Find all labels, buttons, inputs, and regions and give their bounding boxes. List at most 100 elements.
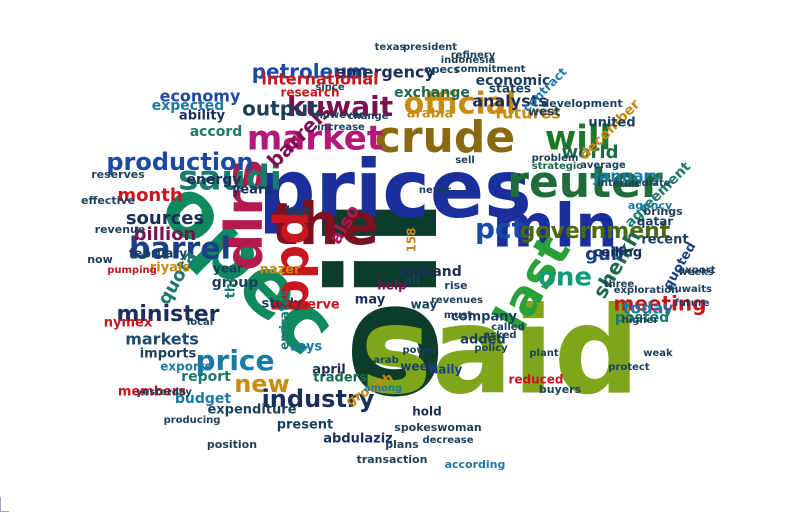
cloud-word-may: may — [355, 293, 386, 308]
cloud-word-they: they — [224, 265, 239, 298]
cloud-word-effective: effective — [81, 194, 135, 207]
cloud-word-higher: higher — [622, 315, 659, 326]
cloud-word-brings: brings — [643, 205, 683, 218]
cloud-word-research: research — [280, 86, 339, 100]
cloud-word-energy: energy — [186, 172, 241, 188]
cloud-word-sell: sell — [455, 155, 475, 166]
cloud-word-riyals: riyals — [150, 261, 191, 276]
cloud-word-policy: policy — [474, 343, 508, 354]
cloud-word-added: added — [460, 333, 506, 348]
cloud-word-producing: producing — [164, 415, 221, 426]
cloud-word-exploration: exploration — [614, 285, 679, 296]
cloud-word-spokeswoman: spokeswoman — [394, 421, 481, 434]
cloud-word-demand: demand — [398, 264, 462, 280]
cloud-word-billion: billion — [134, 224, 197, 245]
cloud-word-plant: plant — [529, 348, 558, 359]
cloud-word-power: power — [403, 345, 438, 356]
cloud-word-sources: sources — [126, 208, 204, 229]
cloud-word-hold: hold — [412, 405, 442, 419]
cloud-word-refinery: refinery — [451, 50, 496, 61]
cloud-word-members: members — [118, 385, 186, 400]
cloud-word-expected: expected — [152, 98, 225, 114]
cloud-word-exchange: exchange — [394, 85, 470, 101]
cloud-word-market: market — [247, 119, 383, 159]
cloud-word-commitment: commitment — [455, 64, 526, 75]
cloud-word-future: future — [674, 298, 709, 309]
cloud-word-transaction: transaction — [357, 453, 428, 466]
cloud-word-nazer: nazer — [260, 263, 301, 278]
cloud-word-month: month — [117, 185, 182, 206]
cloud-word-posted: posted — [615, 310, 669, 326]
cloud-word-dlrs: dlrs — [215, 159, 275, 271]
cloud-word-opecs: opecs — [424, 63, 460, 76]
cloud-word-accord: accord — [190, 124, 243, 140]
cloud-word-called: called — [491, 322, 524, 333]
cloud-word-development: development — [541, 97, 622, 110]
cloud-word-futures: futures — [495, 104, 561, 123]
cloud-word-budget: budget — [175, 391, 232, 407]
cloud-word-way: way — [411, 298, 438, 312]
cloud-word-texas: texas — [375, 42, 406, 53]
cloud-word-problem: problem — [532, 153, 579, 164]
cloud-word-exports: exports — [160, 360, 212, 374]
cloud-word-united: united — [588, 116, 635, 131]
cloud-word-will: will — [545, 119, 611, 159]
cloud-word-intermediate: intermediate — [597, 178, 670, 189]
cloud-word-reserves: reserves — [91, 168, 145, 181]
cloud-word-recent: recent — [641, 233, 688, 248]
cloud-word-week: week — [400, 360, 436, 374]
cloud-word-minister: minister — [116, 302, 219, 327]
cloud-word-agency: agency — [628, 199, 672, 212]
cloud-word-export: export — [679, 265, 716, 276]
cloud-word-among: among — [364, 383, 402, 394]
cloud-word-however: however — [316, 110, 364, 121]
cloud-word-traders: traders — [313, 371, 367, 386]
cloud-word-economic: economic — [476, 73, 551, 89]
cloud-word-production: production — [106, 148, 253, 176]
cloud-word-help: help — [377, 279, 407, 293]
cloud-word-weak: weak — [643, 348, 673, 359]
cloud-word-since: since — [315, 82, 344, 93]
cloud-word-price: price — [195, 344, 274, 377]
cloud-word-kuwait: kuwait — [287, 90, 393, 123]
cloud-word-present: present — [277, 418, 334, 433]
cloud-word-prices: prices — [258, 143, 531, 236]
cloud-word-must: must — [444, 310, 472, 321]
cloud-word-strategic: strategic — [532, 161, 583, 172]
cloud-word-january: january — [593, 167, 663, 186]
cloud-word-year: year — [213, 262, 243, 276]
cloud-word-now: now — [87, 253, 113, 266]
cloud-word-international: international — [261, 70, 378, 89]
cloud-word-yesterday: yesterday — [136, 387, 192, 398]
cloud-word-oil: oil — [298, 197, 472, 403]
cloud-word-decrease: decrease — [422, 435, 473, 446]
cloud-word-local: local — [187, 317, 213, 328]
cloud-word-emergency: emergency — [335, 63, 435, 82]
cloud-word-158: 158 — [405, 227, 419, 252]
cloud-word-says: says — [290, 340, 323, 355]
cloud-word-reuter: reuter — [507, 157, 663, 208]
cloud-word-saudi: saudi — [178, 159, 281, 199]
cloud-word-february: february — [129, 247, 187, 261]
cloud-word-company: company — [451, 310, 518, 325]
cloud-word-pct: pct — [475, 212, 525, 245]
cloud-word-asked: asked — [483, 330, 516, 341]
cloud-word-bpd: bpd — [264, 210, 320, 313]
cloud-word-indonesia: indonesia — [441, 55, 496, 66]
cloud-word-gulf: gulf — [585, 244, 625, 265]
cloud-word-expenditure: expenditure — [207, 403, 296, 418]
frame-corner-mark — [0, 497, 9, 512]
cloud-word-pumping: pumping — [107, 265, 157, 276]
cloud-word-never: never — [419, 185, 451, 196]
cloud-word-today: today — [623, 299, 674, 318]
cloud-word-economy: economy — [160, 87, 241, 106]
cloud-word-revenues: revenues — [431, 295, 483, 306]
cloud-word-group: group — [212, 275, 259, 291]
cloud-word-rise: rise — [444, 279, 467, 292]
cloud-word-barrel: barrel — [129, 232, 231, 267]
cloud-word-analysts: analysts — [472, 92, 548, 111]
cloud-word-arabia: arabia — [407, 107, 454, 122]
cloud-word-new: new — [234, 370, 290, 398]
cloud-word-states: states — [489, 82, 531, 96]
